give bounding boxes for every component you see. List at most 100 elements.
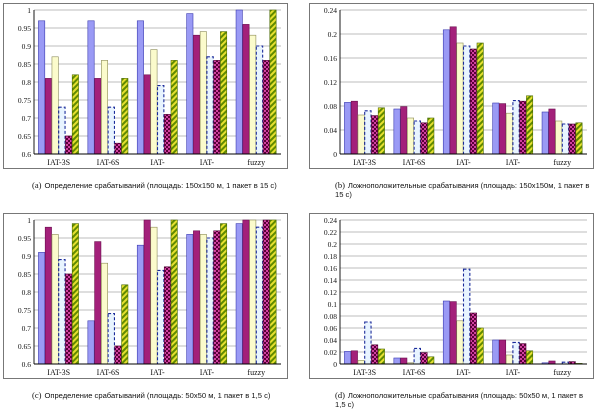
bar-c-s4-c4 xyxy=(262,219,270,365)
caption-letter-a: (a) xyxy=(32,180,42,190)
y-tick-label-a-0: 0.6 xyxy=(22,150,32,159)
bar-c-s1-c3 xyxy=(193,230,201,365)
bar-a-s4-c3 xyxy=(213,60,221,155)
bar-d-s4-c3 xyxy=(519,343,527,365)
bar-a-s5-c0 xyxy=(71,74,79,155)
bar-b-s1-c2 xyxy=(449,26,457,155)
y-tick-label-a-8: 1 xyxy=(27,6,31,15)
bar-c-s3-c4 xyxy=(255,226,264,365)
bar-c-s4-c0 xyxy=(65,273,73,365)
bar-a-s3-c0 xyxy=(58,106,66,155)
bar-b-s3-c2 xyxy=(462,45,471,155)
bar-c-s2-c4 xyxy=(249,219,257,365)
bar-c-s1-c4 xyxy=(242,219,250,365)
y-tick-label-d-12: 0.24 xyxy=(324,216,337,225)
chart-panel-a: 0.6 0.65 0.7 0.75 0.8 0.85 0.9 0.95 1 IAT-3S IAT-6… xyxy=(3,3,288,176)
bar-d-s4-c0 xyxy=(371,344,379,365)
bar-b-s4-c3 xyxy=(519,100,527,155)
bar-b-s3-c1 xyxy=(413,120,422,155)
bar-b-s5-c4 xyxy=(575,122,583,155)
bar-a-s3-c1 xyxy=(107,106,116,155)
bar-c-s4-c1 xyxy=(114,345,122,365)
bar-a-s4-c2 xyxy=(163,114,171,155)
chart-panel-d: 0 0.02 0.04 0.06 0.08 0.1 0.12 0.14 0.16 0.18 0.2 0… xyxy=(309,213,594,386)
bar-c-s0-c4 xyxy=(235,223,243,365)
bar-c-s1-c2 xyxy=(143,219,151,365)
bar-a-s3-c3 xyxy=(206,56,214,155)
bar-b-s0-c2 xyxy=(442,29,450,155)
y-tick-label-c-3: 0.75 xyxy=(18,306,31,315)
y-tick-label-d-7: 0.14 xyxy=(324,276,337,285)
caption-letter-c: (c) xyxy=(32,390,42,400)
bar-d-s2-c3 xyxy=(505,354,513,365)
bar-b-s4-c0 xyxy=(371,115,379,155)
bar-a-s1-c0 xyxy=(44,78,52,155)
y-tick-label-d-6: 0.12 xyxy=(324,288,337,297)
x-tick-label-b-4: fuzzy xyxy=(553,158,571,167)
bar-a-s2-c3 xyxy=(199,31,207,155)
bar-c-s0-c3 xyxy=(186,234,194,365)
bar-b-s2-c4 xyxy=(555,120,563,155)
caption-text-c: Определение срабатываний (площадь: 50x50… xyxy=(44,391,271,400)
bar-d-s1-c1 xyxy=(400,357,408,365)
bar-b-s1-c0 xyxy=(350,100,358,155)
bar-b-s0-c4 xyxy=(541,111,549,155)
bar-c-s2-c1 xyxy=(101,262,108,365)
chart-panel-c: 0.6 0.65 0.7 0.75 0.8 0.85 0.9 0.95 1 IAT-3S IAT-6… xyxy=(3,213,288,386)
bar-d-s1-c4 xyxy=(548,360,556,365)
bar-a-s4-c0 xyxy=(65,135,73,155)
y-tick-label-c-8: 1 xyxy=(27,216,31,225)
y-tick-label-a-4: 0.8 xyxy=(22,78,32,87)
chart-svg-b: 0 0.04 0.08 0.12 0.16 0.2 0.24 IAT-3S IAT-6S IAT-… xyxy=(324,6,587,176)
bar-d-s1-c3 xyxy=(499,339,507,365)
bar-d-s0-c3 xyxy=(492,339,500,365)
bar-d-s0-c2 xyxy=(442,300,450,365)
y-tick-label-b-1: 0.04 xyxy=(324,126,337,135)
bar-a-s2-c0 xyxy=(51,56,59,155)
x-tick-label-d-2: IAT-MinMax xyxy=(450,368,478,378)
bar-d-s2-c2 xyxy=(456,320,464,365)
chart-svg-a: 0.6 0.65 0.7 0.75 0.8 0.85 0.9 0.95 1 IAT-3S IAT-6… xyxy=(18,6,281,176)
bar-d-s0-c0 xyxy=(344,351,352,365)
y-tick-label-b-4: 0.16 xyxy=(324,54,337,63)
y-tick-label-d-8: 0.16 xyxy=(324,264,337,273)
bar-a-s1-c1 xyxy=(94,78,102,155)
bar-b-s5-c2 xyxy=(476,42,484,155)
y-tick-label-c-5: 0.85 xyxy=(18,270,31,279)
y-tick-label-d-9: 0.18 xyxy=(324,252,337,261)
y-tick-label-c-1: 0.65 xyxy=(18,342,31,351)
bar-b-s3-c4 xyxy=(561,123,570,155)
bar-d-s1-c2 xyxy=(449,301,457,365)
y-tick-label-a-5: 0.85 xyxy=(18,60,31,69)
bar-b-s0-c1 xyxy=(393,108,401,155)
bar-b-s0-c3 xyxy=(492,102,500,155)
bar-d-s5-c3 xyxy=(526,350,534,365)
x-tick-label-b-3: IAT-EWMA xyxy=(500,158,526,168)
bar-b-s2-c0 xyxy=(357,114,365,155)
x-tick-label-c-0: IAT-3S xyxy=(47,368,70,377)
bar-c-s4-c3 xyxy=(213,230,221,365)
bar-a-s3-c4 xyxy=(255,45,264,155)
bar-a-s0-c1 xyxy=(87,20,95,155)
x-tick-label-d-1: IAT-6S xyxy=(403,368,426,377)
bar-b-s0-c0 xyxy=(344,102,352,155)
x-tick-label-c-2: IAT-MinMax xyxy=(144,368,172,378)
bar-b-s4-c1 xyxy=(420,122,428,155)
bar-d-s3-c2 xyxy=(462,268,471,365)
x-tick-label-d-3: IAT-EWMA xyxy=(500,368,526,378)
bar-b-s2-c2 xyxy=(456,42,464,155)
bar-c-s3-c3 xyxy=(206,237,214,365)
x-tick-label-a-3: IAT-EWMA xyxy=(194,158,220,168)
bar-c-s1-c1 xyxy=(94,241,102,365)
bar-a-s1-c3 xyxy=(193,34,201,155)
y-tick-label-a-7: 0.95 xyxy=(18,24,31,33)
bar-c-s5-c4 xyxy=(269,219,277,365)
bar-a-s5-c3 xyxy=(220,31,228,155)
caption-text-d: Ложноположительные срабатывания (площадь… xyxy=(335,391,584,409)
caption-text-a: Определение срабатываний (площадь: 150x1… xyxy=(44,181,277,190)
y-tick-label-d-3: 0.06 xyxy=(324,324,337,333)
y-tick-label-b-3: 0.12 xyxy=(324,78,337,87)
y-tick-label-c-6: 0.9 xyxy=(22,252,32,261)
bar-b-s3-c0 xyxy=(364,110,372,155)
x-tick-label-c-3: IAT-EWMA xyxy=(194,368,220,378)
